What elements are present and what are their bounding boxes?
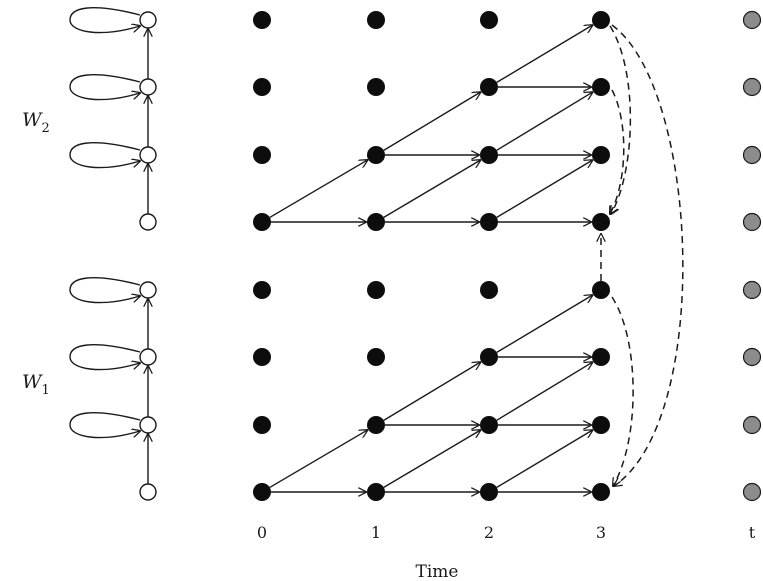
- lattice-node: [253, 213, 271, 231]
- lattice-nodes: [253, 10, 762, 502]
- dashed-transitions: [601, 24, 684, 486]
- transition-edge-diagonal: [496, 430, 593, 488]
- lattice-node: [367, 11, 385, 29]
- transition-edge-diagonal: [383, 92, 481, 151]
- future-node: [742, 145, 762, 165]
- self-loop: [69, 6, 140, 34]
- chain-state-node: [139, 78, 157, 96]
- time-tick-0: 0: [257, 523, 267, 542]
- transition-edge-diagonal: [383, 160, 481, 219]
- time-tick-3: 3: [596, 523, 606, 542]
- lattice-node: [367, 281, 385, 299]
- dashed-arc-long: [611, 24, 684, 486]
- self-loop: [69, 343, 140, 371]
- transition-edge-diagonal: [496, 160, 593, 218]
- chain-label-w1-subscript: 1: [42, 383, 50, 398]
- time-tick-t: t: [749, 523, 756, 542]
- lattice-node: [367, 146, 385, 164]
- chain-state-node: [139, 11, 157, 29]
- time-axis-title: Time: [416, 562, 459, 581]
- transition-edge-diagonal: [269, 160, 368, 219]
- self-loop: [69, 411, 140, 439]
- transition-edge-diagonal: [496, 25, 593, 83]
- future-node: [742, 280, 762, 300]
- future-node: [742, 77, 762, 97]
- transition-edge-diagonal: [269, 430, 368, 489]
- lattice-node: [367, 348, 385, 366]
- lattice-node: [367, 416, 385, 434]
- lattice-node: [480, 281, 498, 299]
- lattice-node: [592, 146, 610, 164]
- lattice-node: [592, 11, 610, 29]
- lattice-node: [592, 78, 610, 96]
- lattice-node: [367, 78, 385, 96]
- lattice-node: [592, 281, 610, 299]
- lattice-node: [480, 483, 498, 501]
- lattice-node: [253, 416, 271, 434]
- dashed-arc-lower: [611, 296, 634, 486]
- lattice-node: [592, 213, 610, 231]
- lattice-node: [253, 483, 271, 501]
- chain-state-node: [139, 483, 157, 501]
- lattice-edges: [269, 25, 593, 492]
- lattice-node: [367, 213, 385, 231]
- chain-diagrams: [69, 6, 157, 501]
- lattice-node: [253, 146, 271, 164]
- time-tick-2: 2: [484, 523, 494, 542]
- future-node: [742, 482, 762, 502]
- chain-state-node: [139, 416, 157, 434]
- chain-state-node: [139, 281, 157, 299]
- future-node: [742, 10, 762, 30]
- lattice-node: [480, 213, 498, 231]
- chain-label-w1: W1: [22, 371, 50, 398]
- transition-edge-diagonal: [383, 430, 481, 489]
- future-node: [742, 347, 762, 367]
- chain-state-node: [139, 348, 157, 366]
- chain-label-w2: W2: [22, 109, 50, 136]
- self-loop: [69, 141, 140, 169]
- lattice-node: [480, 146, 498, 164]
- lattice-node: [253, 281, 271, 299]
- future-node: [742, 212, 762, 232]
- dashed-arc-top-to-level0: [609, 25, 632, 214]
- lattice-node: [480, 348, 498, 366]
- transition-edge-diagonal: [496, 362, 593, 421]
- chain-label-w2-subscript: 2: [42, 121, 50, 136]
- lattice-node: [592, 348, 610, 366]
- lattice-node: [253, 78, 271, 96]
- lattice-node: [592, 416, 610, 434]
- self-loop: [69, 73, 140, 101]
- lattice-node: [253, 11, 271, 29]
- lattice-node: [592, 483, 610, 501]
- transition-edge-diagonal: [496, 92, 593, 151]
- transition-edge-diagonal: [383, 362, 481, 421]
- chain-state-node: [139, 146, 157, 164]
- lattice-node: [480, 11, 498, 29]
- time-tick-1: 1: [371, 523, 381, 542]
- chain-state-node: [139, 213, 157, 231]
- lattice-node: [367, 483, 385, 501]
- transition-edge-diagonal: [496, 295, 593, 353]
- lattice-node: [480, 78, 498, 96]
- self-loop: [69, 276, 140, 304]
- dashed-arc-level2-to-level0: [610, 89, 625, 214]
- future-node: [742, 415, 762, 435]
- lattice-node: [480, 416, 498, 434]
- lattice-node: [253, 348, 271, 366]
